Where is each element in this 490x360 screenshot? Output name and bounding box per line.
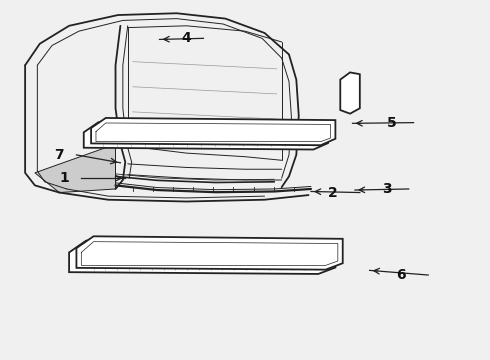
Polygon shape bbox=[69, 240, 335, 274]
Text: 5: 5 bbox=[387, 116, 396, 130]
Polygon shape bbox=[35, 144, 116, 193]
Text: 4: 4 bbox=[181, 31, 191, 45]
Polygon shape bbox=[340, 72, 360, 114]
Polygon shape bbox=[76, 236, 343, 270]
Text: 1: 1 bbox=[59, 171, 69, 185]
Polygon shape bbox=[91, 118, 335, 145]
Text: 6: 6 bbox=[396, 268, 406, 282]
Polygon shape bbox=[84, 122, 328, 149]
Text: 2: 2 bbox=[328, 185, 338, 199]
Text: 3: 3 bbox=[382, 182, 392, 196]
Text: 7: 7 bbox=[54, 148, 64, 162]
